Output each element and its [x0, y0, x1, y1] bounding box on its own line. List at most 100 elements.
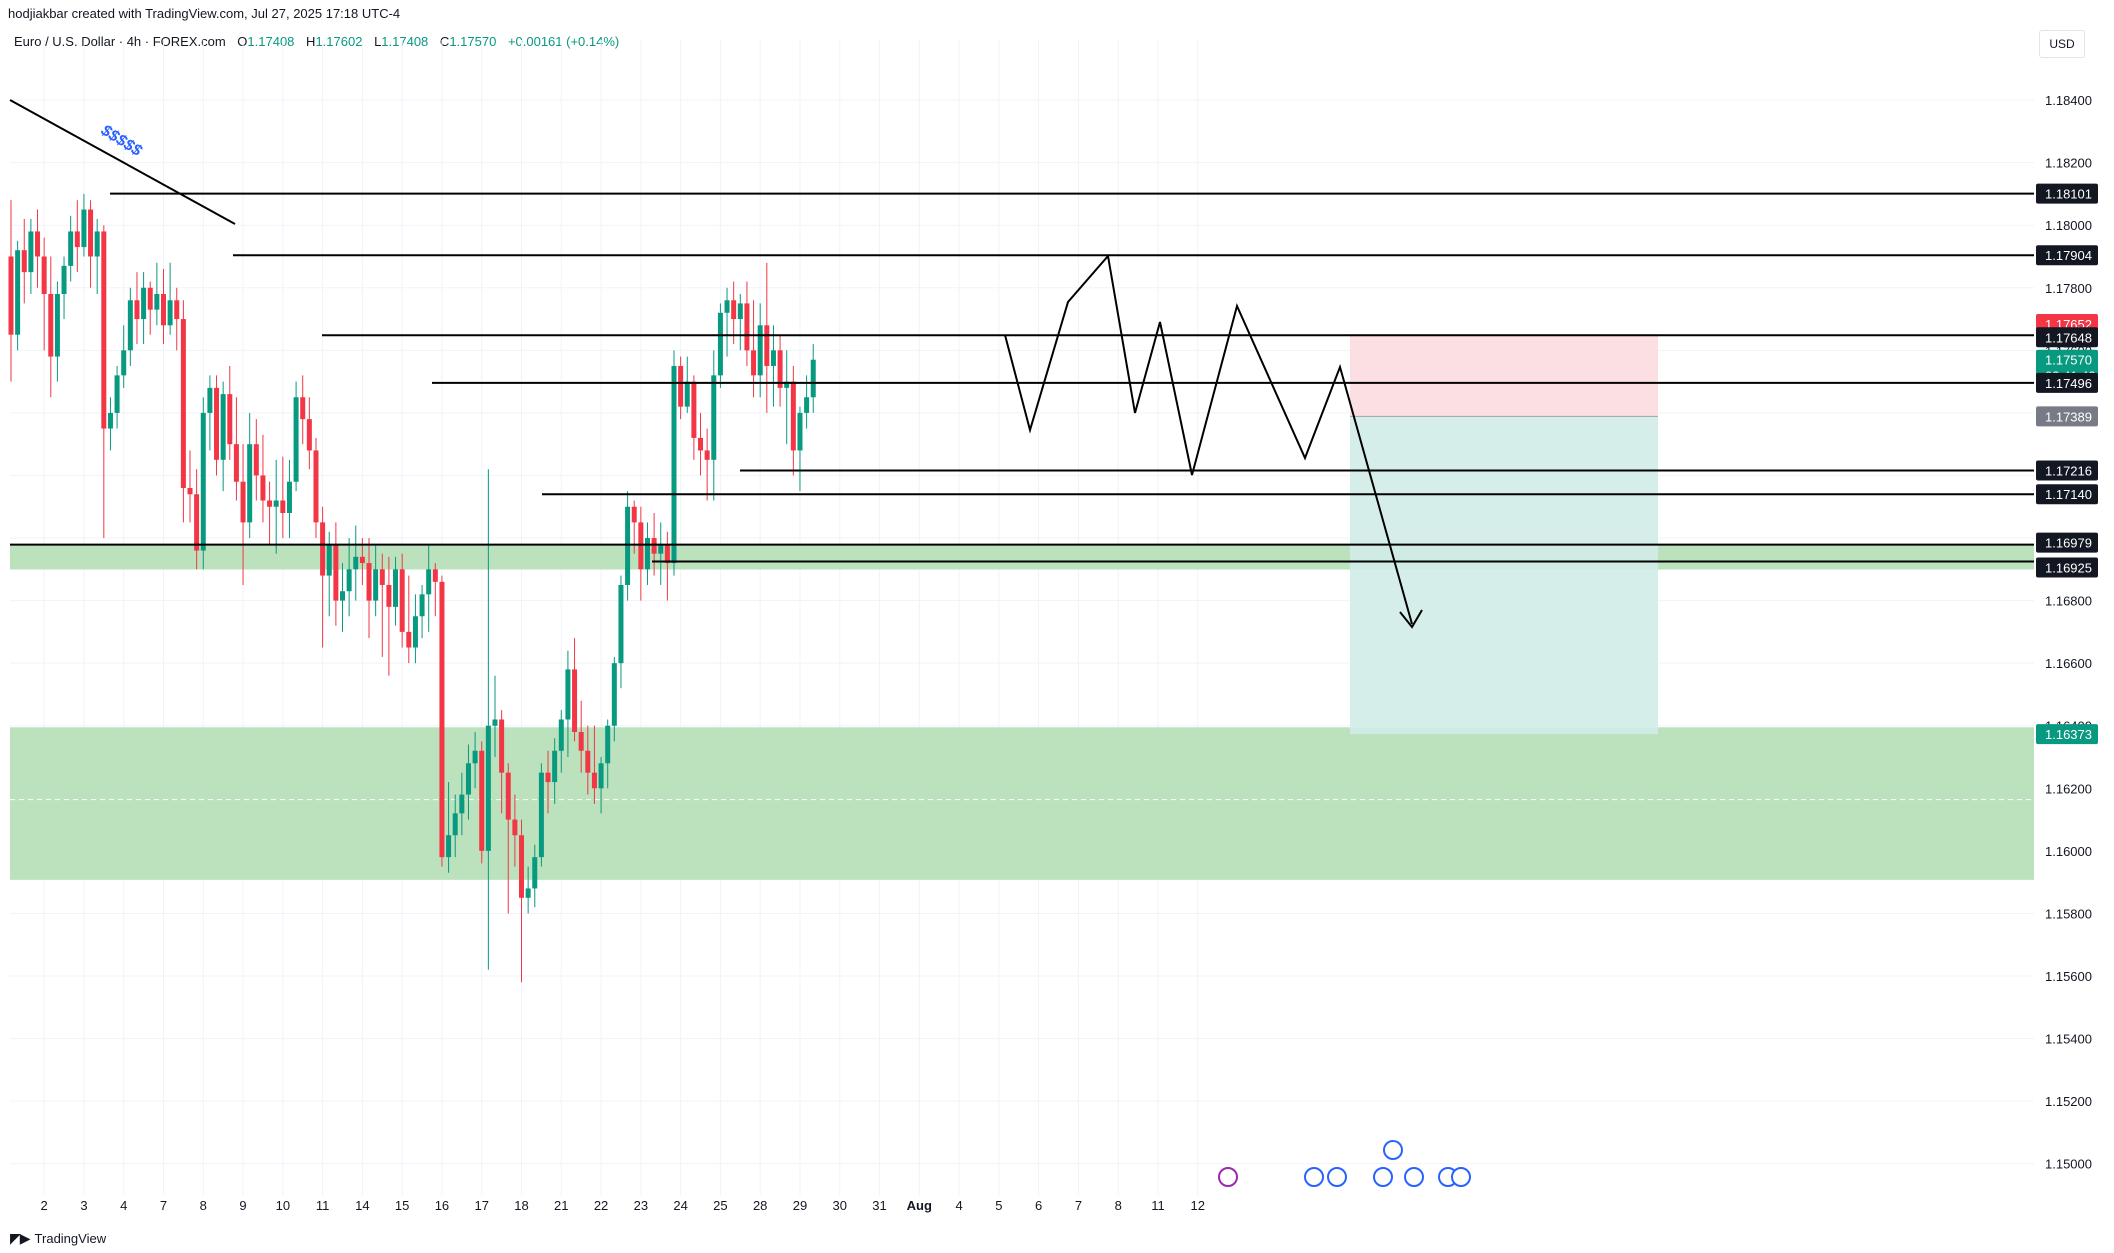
candle-body: [306, 419, 312, 451]
candle-body: [532, 857, 538, 889]
x-tick-label: 18: [514, 1198, 528, 1213]
x-tick-label: 7: [160, 1198, 167, 1213]
candle-body: [121, 350, 127, 376]
price-label-box: [2036, 245, 2098, 266]
change-value: +0.00161 (+0.14%): [507, 34, 620, 49]
candle-body: [141, 287, 147, 320]
x-tick-label: 29: [793, 1198, 807, 1213]
candle-body: [48, 294, 54, 357]
tradingview-brand: TradingView: [34, 1231, 107, 1246]
flag-icon: [1451, 1167, 1471, 1187]
high-value: 1.17602: [315, 34, 363, 49]
x-tick-label: 4: [955, 1198, 962, 1213]
x-tick-label: 8: [200, 1198, 207, 1213]
candle-body: [419, 594, 425, 617]
candle-body: [598, 763, 604, 789]
x-tick-label: 11: [316, 1198, 330, 1213]
candle-body: [227, 394, 233, 445]
candle-body: [220, 394, 226, 460]
price-label-text: 1.17904: [2045, 248, 2092, 263]
candle-body: [399, 569, 405, 632]
x-tick-label: 30: [833, 1198, 847, 1213]
candle-body: [485, 725, 491, 851]
x-tick-label: 14: [355, 1198, 369, 1213]
candle-body: [406, 631, 412, 648]
x-tick-label: 7: [1075, 1198, 1082, 1213]
candle-body: [194, 494, 200, 551]
flag-icon: [1373, 1167, 1393, 1187]
candle-body: [313, 450, 319, 523]
candle-body: [704, 450, 710, 460]
candle-body: [340, 591, 345, 601]
price-label-box: [2036, 460, 2098, 481]
candle-body: [644, 538, 650, 570]
x-tick-label: 16: [435, 1198, 449, 1213]
candle-body: [333, 544, 339, 601]
candle-body: [74, 231, 80, 248]
y-tick-label: 1.18200: [2045, 156, 2092, 171]
candle-body: [492, 719, 498, 726]
candle-body: [631, 506, 637, 523]
candle-body: [512, 819, 518, 836]
x-tick-label: 11: [1151, 1198, 1165, 1213]
x-tick-label: 24: [673, 1198, 687, 1213]
x-tick-label: 23: [634, 1198, 648, 1213]
candle-body: [611, 663, 617, 726]
candle-body: [267, 500, 273, 507]
candle-body: [320, 522, 326, 576]
open-label: O: [237, 34, 248, 49]
tradingview-logo: ◤▶ TradingView: [10, 1230, 106, 1247]
x-tick-label: 6: [1035, 1198, 1042, 1213]
arrow-head-icon: [1399, 609, 1423, 629]
price-label-text: 1.17570: [2045, 353, 2092, 368]
y-tick-label: 1.15000: [2045, 1157, 2092, 1172]
candle-body: [81, 209, 87, 248]
price-label-text: 1.16373: [2045, 727, 2092, 742]
price-label-text: 1.17389: [2045, 409, 2092, 424]
trend-line: [9, 99, 236, 225]
candle-body: [286, 481, 292, 514]
candle-body: [300, 397, 306, 420]
candle-body: [625, 506, 631, 585]
lightning-icon: [1218, 1167, 1238, 1187]
flag-icon: [1327, 1167, 1347, 1187]
candle-body: [744, 303, 750, 351]
price-label-box: [2036, 183, 2098, 204]
candle-body: [764, 325, 770, 366]
candle-body: [412, 616, 418, 648]
price-label-box: [2036, 372, 2098, 393]
y-tick-label: 1.15400: [2045, 1032, 2092, 1047]
candle-body: [200, 412, 206, 551]
price-label-text: 1.16925: [2045, 560, 2092, 575]
y-tick-label: 1.16200: [2045, 781, 2092, 796]
price-label-box: [2036, 406, 2098, 427]
candle-body: [545, 772, 551, 783]
creator-caption: hodjiakbar created with TradingView.com,…: [8, 6, 401, 21]
candle-body: [326, 544, 332, 576]
projection-path: [1004, 253, 1413, 625]
currency-selector[interactable]: USD: [2039, 30, 2085, 58]
low-label: L: [374, 34, 382, 49]
candle-body: [618, 584, 624, 664]
candle-body: [565, 669, 571, 720]
candle-body: [691, 381, 697, 438]
candle-body: [552, 750, 558, 783]
candle-body: [180, 319, 186, 488]
candle-body: [15, 250, 21, 335]
candle-body: [717, 312, 723, 376]
candle-body: [35, 231, 41, 257]
candle-body: [247, 444, 253, 523]
candle-body: [379, 569, 385, 585]
demand-zone: [10, 544, 2034, 570]
candle-body: [770, 350, 776, 366]
candle-body: [472, 750, 478, 764]
tradingview-mark-icon: ◤▶: [10, 1230, 31, 1246]
price-label-text: 1.18101: [2045, 187, 2092, 202]
candle-body: [160, 294, 166, 326]
candle-body: [432, 569, 438, 582]
candle-body: [101, 231, 107, 429]
candle-body: [452, 813, 458, 836]
candle-body: [353, 556, 359, 570]
candle-body: [233, 444, 239, 482]
